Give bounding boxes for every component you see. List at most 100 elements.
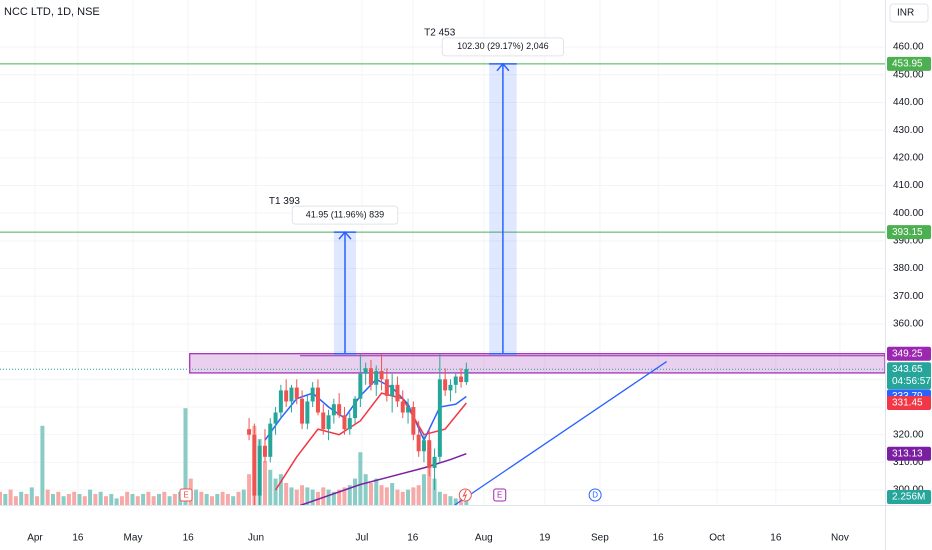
candle-body	[416, 434, 421, 452]
volume-bar	[141, 494, 146, 505]
volume-bar	[342, 487, 347, 505]
volume-bar	[305, 487, 310, 505]
candle-body	[374, 370, 379, 385]
volume-bar	[321, 487, 326, 505]
volume-bar	[8, 489, 13, 505]
volume-bar	[464, 500, 469, 505]
volume-bar	[88, 489, 93, 505]
volume-bar	[135, 496, 140, 505]
y-tick-label: 450.00	[893, 69, 924, 80]
candle-body	[353, 398, 358, 419]
volume-bar	[199, 491, 204, 505]
volume-bar	[156, 494, 161, 505]
volume-bar	[50, 494, 55, 505]
volume-bar	[294, 489, 299, 505]
price-label: 331.45	[892, 398, 923, 409]
volume-bar	[337, 489, 342, 505]
y-tick-label: 460.00	[893, 42, 924, 53]
volume-bar	[93, 494, 98, 505]
y-tick-label: 360.00	[893, 319, 924, 330]
volume-bar	[225, 494, 230, 505]
volume-bar	[363, 474, 368, 505]
volume-bar	[273, 478, 278, 505]
candle-body	[252, 434, 257, 496]
volume-bar	[194, 489, 199, 505]
volume-bar	[379, 485, 384, 505]
y-tick-label: 380.00	[893, 263, 924, 274]
candle-body	[315, 387, 320, 413]
candle-body	[347, 418, 352, 430]
volume-bar	[19, 491, 24, 505]
candle-body	[358, 373, 363, 399]
candle-body	[310, 387, 315, 402]
price-label-bg	[887, 395, 931, 410]
flash-icon	[462, 489, 468, 501]
candle-body	[268, 423, 273, 457]
price-label-bg	[887, 56, 931, 71]
volume-bar	[146, 491, 151, 505]
currency-button[interactable]	[889, 3, 929, 23]
candle-body	[368, 368, 373, 385]
volume-bar	[172, 494, 177, 505]
event-label: E	[183, 491, 188, 500]
volume-bar	[215, 494, 220, 505]
volume-bar	[56, 491, 61, 505]
volume-bar	[443, 494, 448, 505]
volume-bar	[459, 498, 464, 505]
volume-bar	[453, 498, 458, 505]
x-tick-label: Jul	[356, 533, 369, 544]
axes: 300.00310.00320.00330.00340.00350.00360.…	[27, 42, 931, 544]
volume-bar	[119, 496, 124, 505]
candle-body	[273, 412, 278, 424]
volume-bar	[358, 452, 363, 505]
candle-body	[262, 445, 267, 457]
x-tick-label: Sep	[591, 533, 609, 544]
price-label-bg	[887, 346, 931, 361]
price-label-bg	[887, 225, 931, 240]
candle-body	[278, 390, 283, 413]
x-tick-label: Aug	[475, 533, 493, 544]
candle-body	[305, 401, 310, 424]
volume-bar	[368, 483, 373, 505]
candle-body	[384, 379, 389, 396]
candle-body	[400, 401, 405, 413]
y-tick-label: 390.00	[893, 236, 924, 247]
price-label: 393.15	[892, 227, 923, 238]
volume-bar	[384, 487, 389, 505]
volume-bar	[353, 478, 358, 505]
moving-average	[264, 378, 467, 443]
volume-bar	[61, 496, 66, 505]
y-tick-label: 310.00	[893, 457, 924, 468]
volume-bar	[130, 494, 135, 505]
candle-body	[421, 440, 426, 452]
volume-bar	[390, 483, 395, 505]
target-label: T1 393	[269, 196, 301, 207]
volume-bar	[421, 474, 426, 505]
price-label: 349.25	[892, 348, 923, 359]
candle-body	[379, 370, 384, 380]
volume-bar	[183, 408, 188, 505]
volume-bar	[416, 485, 421, 505]
volume-bar	[162, 491, 167, 505]
volume-bar	[35, 496, 40, 505]
currency[interactable]: INR	[897, 8, 914, 19]
candle-body	[406, 406, 411, 413]
volume-bar	[45, 489, 50, 505]
volume-bar	[289, 487, 294, 505]
volume-bar	[72, 491, 77, 505]
y-tick-label: 440.00	[893, 97, 924, 108]
candle-body	[395, 384, 400, 402]
volume-bar	[310, 489, 315, 505]
volume-bar	[400, 491, 405, 505]
x-tick-label: Nov	[831, 533, 849, 544]
volume-label-bg	[887, 490, 931, 505]
candle-body	[321, 412, 326, 430]
candle-body	[284, 390, 289, 402]
candle-body	[289, 387, 294, 402]
x-tick-label: May	[124, 533, 143, 544]
x-tick-label: 16	[407, 533, 419, 544]
volume-bar	[427, 447, 432, 505]
volume-bar	[24, 494, 29, 505]
price-label: 343.65	[892, 364, 923, 375]
